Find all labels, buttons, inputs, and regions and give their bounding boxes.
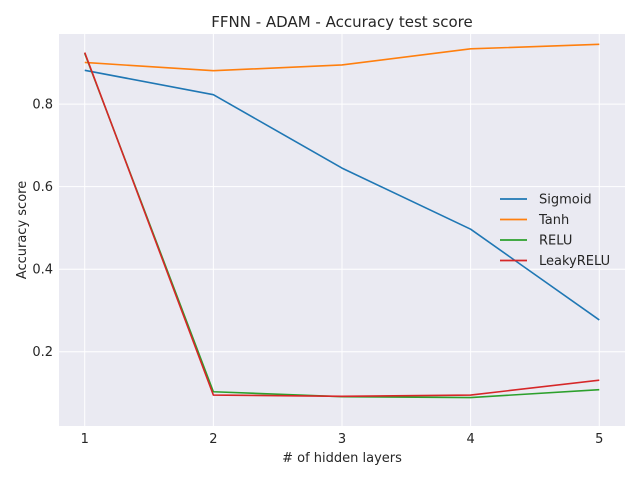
legend-label-relu: RELU (539, 234, 572, 249)
legend-label-sigmoid: Sigmoid (539, 193, 592, 208)
x-axis-label: # of hidden layers (282, 451, 402, 466)
y-axis-label: Accuracy score (15, 181, 30, 279)
chart-title: FFNN - ADAM - Accuracy test score (211, 13, 472, 31)
series-line-sigmoid (84, 69, 600, 321)
y-tick-label: 0.4 (32, 263, 53, 278)
legend: Sigmoid Tanh RELU LeakyRELU (500, 193, 610, 269)
y-tick-label: 0.2 (32, 345, 53, 360)
x-tick-label: 1 (81, 432, 89, 447)
x-tick-label: 5 (595, 432, 603, 447)
series-lines (83, 43, 600, 399)
y-tick-labels: 0.2 0.4 0.6 0.8 (32, 98, 53, 361)
grid (59, 34, 625, 426)
series-line-leakyrelu (83, 52, 600, 398)
legend-label-tanh: Tanh (538, 213, 569, 228)
legend-label-leakyrelu: LeakyRELU (539, 254, 610, 269)
x-tick-label: 3 (338, 432, 346, 447)
x-tick-label: 2 (209, 432, 217, 447)
x-tick-labels: 1 2 3 4 5 (81, 432, 604, 447)
x-tick-label: 4 (466, 432, 474, 447)
y-tick-label: 0.6 (32, 180, 53, 195)
y-tick-label: 0.8 (32, 98, 53, 113)
series-line-tanh (84, 43, 600, 72)
